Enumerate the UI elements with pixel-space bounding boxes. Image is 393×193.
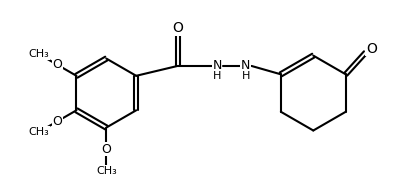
Text: O: O — [172, 21, 183, 36]
Text: N: N — [241, 59, 250, 72]
Text: O: O — [366, 42, 377, 56]
Text: CH₃: CH₃ — [29, 127, 49, 137]
Text: H: H — [241, 71, 250, 81]
Text: O: O — [53, 58, 62, 71]
Text: CH₃: CH₃ — [96, 166, 117, 176]
Text: O: O — [53, 115, 62, 128]
Text: CH₃: CH₃ — [29, 49, 49, 59]
Text: N: N — [212, 59, 222, 72]
Text: O: O — [101, 143, 111, 156]
Text: H: H — [213, 71, 221, 81]
